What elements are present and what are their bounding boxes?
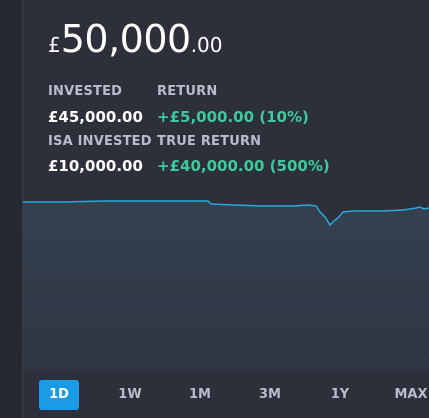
isa-invested-value: £10,000.00 bbox=[48, 157, 143, 175]
range-max-button[interactable]: MAX bbox=[394, 387, 428, 402]
return-value: +£5,000.00 (10%) bbox=[157, 108, 309, 126]
invested-label: INVESTED bbox=[48, 84, 123, 99]
balance-main: 50,000 bbox=[60, 17, 191, 61]
left-gutter bbox=[0, 0, 22, 418]
portfolio-balance: £50,000.00 bbox=[48, 20, 223, 58]
range-3m-button[interactable]: 3M bbox=[259, 387, 281, 402]
true-return-label: TRUE RETURN bbox=[157, 134, 262, 149]
gutter-divider bbox=[22, 0, 23, 418]
time-range-selector: 1D 1W 1M 3M 1Y MAX bbox=[0, 380, 429, 410]
balance-decimals: .00 bbox=[190, 33, 223, 57]
range-1m-button[interactable]: 1M bbox=[189, 387, 211, 402]
balance-currency: £ bbox=[48, 33, 61, 57]
range-1d-button[interactable]: 1D bbox=[39, 380, 79, 410]
invested-value: £45,000.00 bbox=[48, 108, 143, 126]
true-return-value: +£40,000.00 (500%) bbox=[157, 157, 330, 175]
range-1w-button[interactable]: 1W bbox=[118, 387, 142, 402]
range-1y-button[interactable]: 1Y bbox=[330, 387, 350, 402]
chart-line bbox=[23, 200, 429, 227]
isa-invested-label: ISA INVESTED bbox=[48, 134, 152, 149]
chart-area-fill bbox=[23, 201, 429, 370]
performance-chart[interactable] bbox=[23, 190, 429, 370]
return-label: RETURN bbox=[157, 84, 218, 99]
